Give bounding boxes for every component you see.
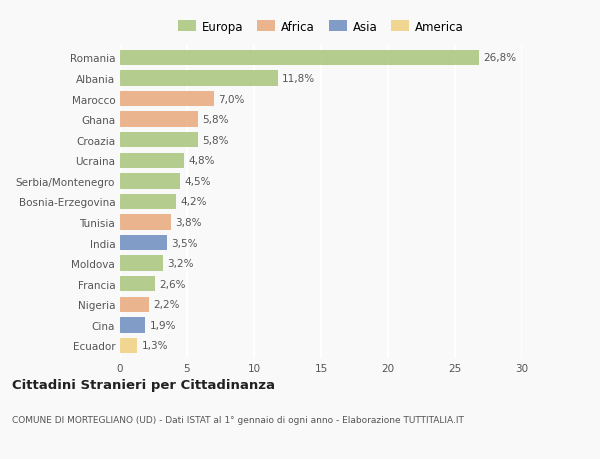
Bar [120,92,214,107]
Bar [120,256,163,271]
Bar [120,276,155,292]
Text: COMUNE DI MORTEGLIANO (UD) - Dati ISTAT al 1° gennaio di ogni anno - Elaborazion: COMUNE DI MORTEGLIANO (UD) - Dati ISTAT … [12,415,464,425]
Text: 3,8%: 3,8% [175,218,202,228]
Text: 1,3%: 1,3% [142,341,168,351]
Bar [120,318,145,333]
Bar [120,174,180,189]
Text: 1,9%: 1,9% [149,320,176,330]
Text: 2,6%: 2,6% [159,279,185,289]
Text: 2,2%: 2,2% [154,300,180,310]
Text: 7,0%: 7,0% [218,94,244,104]
Bar [120,338,137,353]
Text: 4,5%: 4,5% [184,176,211,186]
Text: 4,8%: 4,8% [188,156,215,166]
Text: 5,8%: 5,8% [202,115,228,125]
Text: 26,8%: 26,8% [483,53,516,63]
Bar [120,235,167,251]
Text: 4,2%: 4,2% [180,197,207,207]
Text: Cittadini Stranieri per Cittadinanza: Cittadini Stranieri per Cittadinanza [12,379,275,392]
Text: 5,8%: 5,8% [202,135,228,146]
Bar [120,215,171,230]
Bar [120,112,198,128]
Bar [120,153,184,168]
Bar [120,194,176,210]
Legend: Europa, Africa, Asia, America: Europa, Africa, Asia, America [178,21,464,34]
Bar [120,50,479,66]
Text: 3,5%: 3,5% [171,238,197,248]
Bar [120,71,278,86]
Text: 3,2%: 3,2% [167,258,193,269]
Bar [120,297,149,312]
Text: 11,8%: 11,8% [282,74,315,84]
Bar [120,133,198,148]
